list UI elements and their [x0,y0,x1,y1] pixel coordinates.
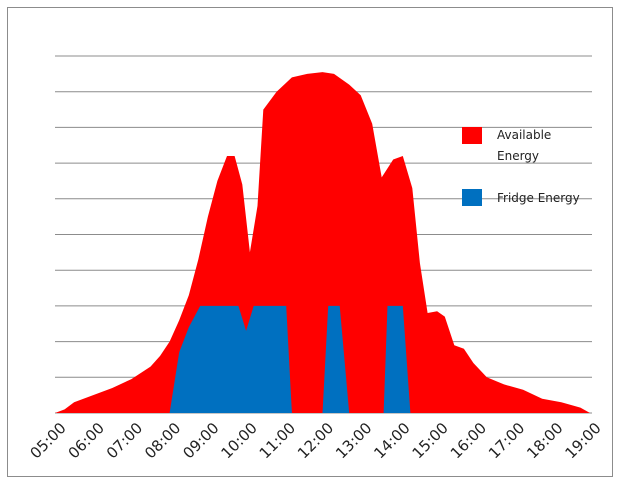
legend-swatch-available-energy [462,127,482,144]
legend-label-available-energy-line1: Available Energy [497,128,551,163]
series-area-available-energy [55,72,590,413]
x-tick-label: 19:00 [561,419,604,462]
x-tick-label: 18:00 [523,419,566,462]
x-tick-label: 17:00 [485,419,528,462]
x-tick-labels: 05:0006:0007:0008:0009:0010:0011:0012:00… [26,419,604,462]
x-tick-label: 08:00 [141,419,184,462]
x-tick-label: 15:00 [409,419,452,462]
legend: Available Energy Fridge Energy [462,127,580,206]
legend-swatch-fridge-energy [462,189,482,206]
series-areas [55,72,590,413]
x-tick-label: 05:00 [26,419,69,462]
series-area-fridge-energy [169,305,411,413]
x-tick-label: 11:00 [256,419,299,462]
x-tick-label: 14:00 [370,419,413,462]
legend-label-fridge-energy: Fridge Energy [497,191,580,205]
x-tick-label: 10:00 [218,419,261,462]
x-tick-label: 13:00 [332,419,375,462]
x-tick-label: 12:00 [294,419,337,462]
x-tick-label: 09:00 [179,419,222,462]
x-tick-label: 06:00 [65,419,108,462]
x-tick-label: 07:00 [103,419,146,462]
legend-label-available-energy-word2: Energy [497,149,539,163]
x-tick-label: 16:00 [447,419,490,462]
legend-label-available-energy-word1: Available [497,128,551,142]
